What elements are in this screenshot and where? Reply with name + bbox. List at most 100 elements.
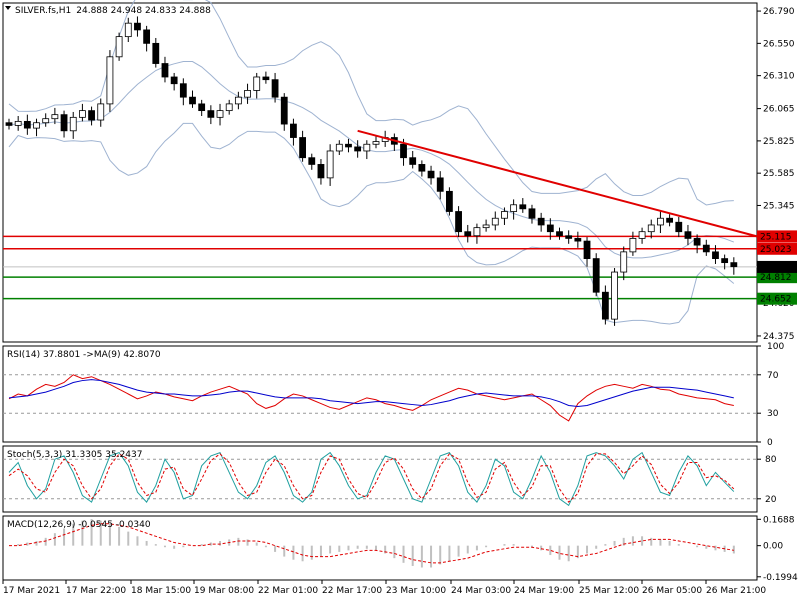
stochastic-panel[interactable]: 80 20 Stoch(5,3,3) 31.3305 35.2437 xyxy=(3,450,777,507)
candle xyxy=(189,96,196,105)
candle xyxy=(629,238,637,253)
candle xyxy=(42,118,50,124)
price-axis-label: 25.345 xyxy=(763,201,795,211)
candle xyxy=(335,143,343,152)
time-axis-label: 17 Mar 2021 xyxy=(3,586,60,596)
macd-title: MACD(12,26,9) -0.0545 -0.0340 xyxy=(7,520,151,530)
time-axis-label: 26 Mar 21:00 xyxy=(706,586,766,596)
candle xyxy=(216,110,224,118)
time-axis-label: 23 Mar 10:00 xyxy=(386,586,446,596)
candle xyxy=(354,146,362,152)
macd-panel[interactable]: 0.1688 0.00 -0.1994 MACD(12,26,9) -0.0545 -… xyxy=(7,515,798,582)
candle xyxy=(409,157,417,165)
candle xyxy=(712,251,719,259)
rsi-axis-label: 100 xyxy=(767,342,784,352)
level-price-label: 24.652 xyxy=(760,295,792,305)
level-price-label: 24.812 xyxy=(760,273,792,283)
candle xyxy=(69,116,77,132)
candle xyxy=(528,208,536,219)
stoch-axis-label: 20 xyxy=(765,495,777,505)
candle xyxy=(601,291,609,320)
candle xyxy=(400,143,407,159)
macd-axis-label: -0.1994 xyxy=(763,573,798,583)
candle xyxy=(5,122,13,126)
candle xyxy=(170,76,178,85)
rsi-line xyxy=(8,374,734,422)
rsi-panel[interactable]: 100 70 30 0 RSI(14) 37.8801 ->MA(9) 42.8070 xyxy=(3,342,784,448)
candle xyxy=(234,96,242,105)
price-axis-label: 25.585 xyxy=(763,169,795,179)
candle xyxy=(464,231,472,237)
candle xyxy=(244,90,251,98)
time-axis-label: 19 Mar 08:00 xyxy=(194,586,254,596)
macd-axis-label: 0.00 xyxy=(763,542,783,552)
candle xyxy=(546,224,554,233)
time-axis-label: 22 Mar 17:00 xyxy=(322,586,382,596)
candle xyxy=(308,157,316,165)
candle xyxy=(79,110,86,118)
rsi-ma-line xyxy=(8,379,734,407)
candle xyxy=(326,150,334,179)
candle xyxy=(97,103,105,121)
ohlc-label: 24.888 24.948 24.833 24.888 xyxy=(76,6,211,16)
candle xyxy=(290,123,297,138)
panel-frame-rsi xyxy=(2,345,758,443)
candle xyxy=(491,217,499,226)
level-price-tag xyxy=(757,230,797,243)
time-axis-label: 18 Mar 15:00 xyxy=(131,586,191,596)
rsi-axis-label: 30 xyxy=(767,409,779,419)
candle xyxy=(592,258,600,293)
candle xyxy=(418,164,426,172)
candle xyxy=(684,231,692,239)
candle xyxy=(537,217,545,226)
price-axis-label: 25.825 xyxy=(763,137,795,147)
time-axis-label: 24 Mar 19:00 xyxy=(514,586,574,596)
candle xyxy=(124,22,132,38)
candle xyxy=(23,120,31,129)
stoch-main-line xyxy=(8,451,735,507)
level-price-tag xyxy=(757,292,797,305)
candle xyxy=(657,217,664,226)
candle xyxy=(115,36,123,58)
candle xyxy=(106,56,114,105)
time-axis-label: 17 Mar 22:00 xyxy=(66,586,126,596)
candle xyxy=(445,190,453,212)
time-axis-label: 25 Mar 12:00 xyxy=(579,586,639,596)
candle xyxy=(345,143,352,148)
candle xyxy=(574,238,582,242)
candle xyxy=(638,231,646,239)
dropdown-triangle-icon[interactable] xyxy=(5,6,11,10)
candle xyxy=(14,120,22,126)
panel-frame-price xyxy=(2,2,758,343)
bollinger-upper xyxy=(8,0,734,206)
candle xyxy=(60,114,68,132)
macd-axis-label: 0.1688 xyxy=(763,515,795,525)
price-axis-label: 24.375 xyxy=(763,332,795,342)
candle xyxy=(33,122,40,129)
price-axis-label: 26.550 xyxy=(763,39,795,49)
price-axis-label: 26.310 xyxy=(763,72,795,82)
candle xyxy=(455,211,462,233)
candle xyxy=(152,42,160,64)
candle xyxy=(611,271,618,320)
trendline[interactable] xyxy=(357,129,758,238)
candle xyxy=(299,137,307,159)
candle xyxy=(363,143,371,152)
candle xyxy=(666,217,673,223)
candle xyxy=(702,244,710,253)
macd-signal-line xyxy=(9,523,734,564)
candle xyxy=(721,258,729,264)
level-price-label: 25.115 xyxy=(760,232,792,242)
candle xyxy=(556,231,563,237)
stoch-axis-label: 80 xyxy=(765,455,777,465)
candle xyxy=(510,204,518,212)
candle xyxy=(51,114,59,120)
candle xyxy=(143,29,151,44)
candle xyxy=(473,227,481,237)
price-panel[interactable]: 26.790 26.550 26.310 26.065 25.825 25.585 25.3… xyxy=(3,0,797,342)
candle xyxy=(436,177,444,192)
candle xyxy=(198,103,206,112)
rsi-axis-label: 0 xyxy=(767,438,773,448)
candle xyxy=(262,76,270,81)
